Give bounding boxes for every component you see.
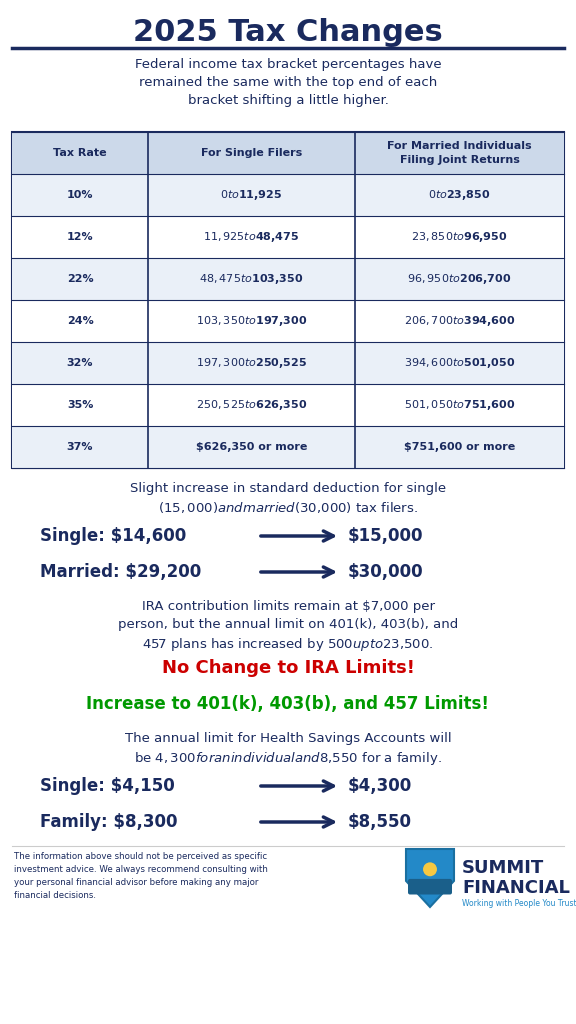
Text: $626,350 or more: $626,350 or more <box>196 442 307 452</box>
Bar <box>12 300 564 342</box>
Text: IRA contribution limits remain at $7,000 per: IRA contribution limits remain at $7,000… <box>142 600 434 613</box>
Text: SUMMIT: SUMMIT <box>462 859 544 877</box>
Bar <box>12 426 564 468</box>
FancyBboxPatch shape <box>408 879 452 895</box>
Text: $751,600 or more: $751,600 or more <box>404 442 515 452</box>
Text: person, but the annual limit on 401(k), 403(b), and: person, but the annual limit on 401(k), … <box>118 618 458 631</box>
Text: bracket shifting a little higher.: bracket shifting a little higher. <box>188 94 388 106</box>
Text: Tax Rate: Tax Rate <box>53 148 107 158</box>
Text: FINANCIAL: FINANCIAL <box>462 879 570 897</box>
Text: financial decisions.: financial decisions. <box>14 891 96 900</box>
Text: be $4,300 for an individual and $8,550 for a family.: be $4,300 for an individual and $8,550 f… <box>134 750 442 767</box>
Bar <box>12 132 564 468</box>
Text: Slight increase in standard deduction for single: Slight increase in standard deduction fo… <box>130 482 446 495</box>
Text: investment advice. We always recommend consulting with: investment advice. We always recommend c… <box>14 865 268 874</box>
Text: $0 to $23,850: $0 to $23,850 <box>428 188 491 202</box>
Text: $103,350 to $197,300: $103,350 to $197,300 <box>196 314 307 328</box>
Text: remained the same with the top end of each: remained the same with the top end of ea… <box>139 76 437 89</box>
Text: Increase to 401(k), 403(b), and 457 Limits!: Increase to 401(k), 403(b), and 457 Limi… <box>86 695 490 713</box>
Text: The annual limit for Health Savings Accounts will: The annual limit for Health Savings Acco… <box>124 732 452 745</box>
Text: 35%: 35% <box>67 400 93 410</box>
Text: For Married Individuals: For Married Individuals <box>387 141 532 151</box>
Text: 37%: 37% <box>67 442 93 452</box>
Bar <box>12 174 564 216</box>
Text: $197,300 to $250,525: $197,300 to $250,525 <box>196 356 307 370</box>
Text: $501,050 to $751,600: $501,050 to $751,600 <box>404 398 515 412</box>
Text: $15,000: $15,000 <box>348 527 423 545</box>
Text: 2025 Tax Changes: 2025 Tax Changes <box>133 18 443 47</box>
Bar <box>12 258 564 300</box>
Text: Married: $29,200: Married: $29,200 <box>40 563 201 581</box>
Text: Single: $4,150: Single: $4,150 <box>40 777 175 795</box>
Text: $250,525 to $626,350: $250,525 to $626,350 <box>196 398 307 412</box>
Text: 32%: 32% <box>67 358 93 368</box>
Text: 24%: 24% <box>67 316 93 326</box>
Text: $4,300: $4,300 <box>348 777 412 795</box>
Text: ($15,000) and married ($30,000) tax filers.: ($15,000) and married ($30,000) tax file… <box>158 500 418 515</box>
Text: Working with People You Trust: Working with People You Trust <box>462 899 576 908</box>
Text: your personal financial advisor before making any major: your personal financial advisor before m… <box>14 878 259 887</box>
Text: $23,850 to $96,950: $23,850 to $96,950 <box>411 230 508 244</box>
Bar <box>12 216 564 258</box>
Text: 10%: 10% <box>67 190 93 200</box>
Text: 12%: 12% <box>67 232 93 242</box>
Text: $30,000: $30,000 <box>348 563 423 581</box>
Text: Filing Joint Returns: Filing Joint Returns <box>400 155 520 165</box>
PathPatch shape <box>406 849 454 907</box>
Bar <box>12 384 564 426</box>
Text: 457 plans has increased by $500 up to $23,500.: 457 plans has increased by $500 up to $2… <box>142 636 434 653</box>
Text: Single: $14,600: Single: $14,600 <box>40 527 186 545</box>
Circle shape <box>423 862 437 877</box>
Text: The information above should not be perceived as specific: The information above should not be perc… <box>14 852 267 861</box>
Text: $11,925 to $48,475: $11,925 to $48,475 <box>203 230 300 244</box>
Text: Family: $8,300: Family: $8,300 <box>40 813 177 831</box>
Text: $96,950 to $206,700: $96,950 to $206,700 <box>407 272 511 286</box>
Text: $0 to $11,925: $0 to $11,925 <box>221 188 283 202</box>
Text: For Single Filers: For Single Filers <box>201 148 302 158</box>
Text: 22%: 22% <box>67 274 93 284</box>
Text: $394,600 to $501,050: $394,600 to $501,050 <box>404 356 515 370</box>
Text: $8,550: $8,550 <box>348 813 412 831</box>
Text: $206,700 to $394,600: $206,700 to $394,600 <box>404 314 515 328</box>
Bar <box>12 132 564 174</box>
Text: $48,475 to $103,350: $48,475 to $103,350 <box>199 272 304 286</box>
Text: No Change to IRA Limits!: No Change to IRA Limits! <box>161 659 415 677</box>
Text: Federal income tax bracket percentages have: Federal income tax bracket percentages h… <box>135 58 441 71</box>
Bar <box>12 342 564 384</box>
